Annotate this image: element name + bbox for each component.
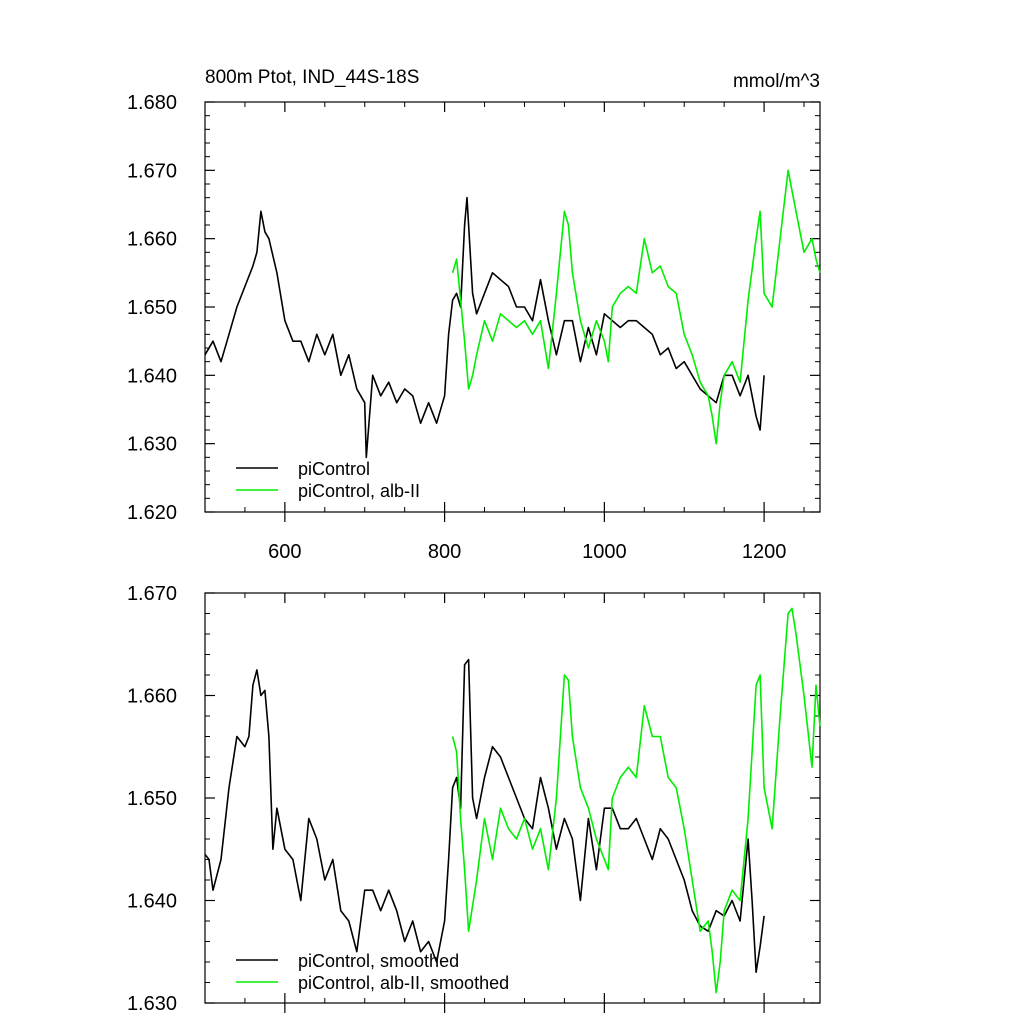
legend-label-picontrol: piControl	[298, 459, 370, 479]
bottom-ytick-label: 1.640	[127, 891, 177, 913]
bottom-panel: 1.630 1.640 1.650 1.660 1.670 piControl, smo…	[127, 583, 821, 1015]
bottom-legend: piControl, smoothed piControl, alb-II, s…	[236, 951, 509, 993]
bottom-series-line-0	[204, 658, 765, 974]
bottom-series-line-1	[451, 607, 821, 994]
bottom-ytick-label: 1.630	[127, 993, 177, 1015]
top-panel-title: 800m Ptot, IND_44S-18S	[205, 67, 419, 88]
bottom-ytick-label: 1.670	[127, 583, 177, 605]
top-ytick-label: 1.670	[127, 160, 177, 182]
bottom-series	[204, 607, 821, 994]
top-ytick-label: 1.620	[127, 502, 177, 524]
top-xtick-label: 800	[428, 541, 461, 563]
top-ticks: 1.620 1.630 1.640 1.650 1.660 1.670 1.680 600 80…	[127, 92, 820, 563]
legend-label-picontrol-smoothed: piControl, smoothed	[298, 951, 459, 971]
top-ytick-label: 1.680	[127, 92, 177, 114]
top-plot-frame	[204, 101, 821, 513]
top-xtick-label: 1200	[742, 541, 787, 563]
top-legend: piControl piControl, alb-II	[236, 459, 420, 501]
top-ytick-label: 1.660	[127, 229, 177, 251]
bottom-ytick-label: 1.660	[127, 686, 177, 708]
top-xtick-label: 600	[268, 541, 301, 563]
bottom-ytick-label: 1.650	[127, 788, 177, 810]
bottom-ticks: 1.630 1.640 1.650 1.660 1.670	[127, 583, 820, 1015]
top-ytick-label: 1.640	[127, 365, 177, 387]
top-ytick-label: 1.650	[127, 297, 177, 319]
bottom-plot-frame	[204, 592, 821, 1004]
legend-label-picontrol-alb-smoothed: piControl, alb-II, smoothed	[298, 973, 509, 993]
top-series-line-1	[451, 169, 821, 445]
top-ytick-label: 1.630	[127, 434, 177, 456]
top-xtick-label: 1000	[582, 541, 627, 563]
legend-label-picontrol-alb: piControl, alb-II	[298, 481, 420, 501]
top-panel: 800m Ptot, IND_44S-18S mmol/m^3 1.6201.6…	[127, 67, 821, 563]
top-series-line-0	[204, 196, 765, 459]
top-series	[204, 169, 821, 459]
top-panel-units: mmol/m^3	[733, 71, 820, 92]
